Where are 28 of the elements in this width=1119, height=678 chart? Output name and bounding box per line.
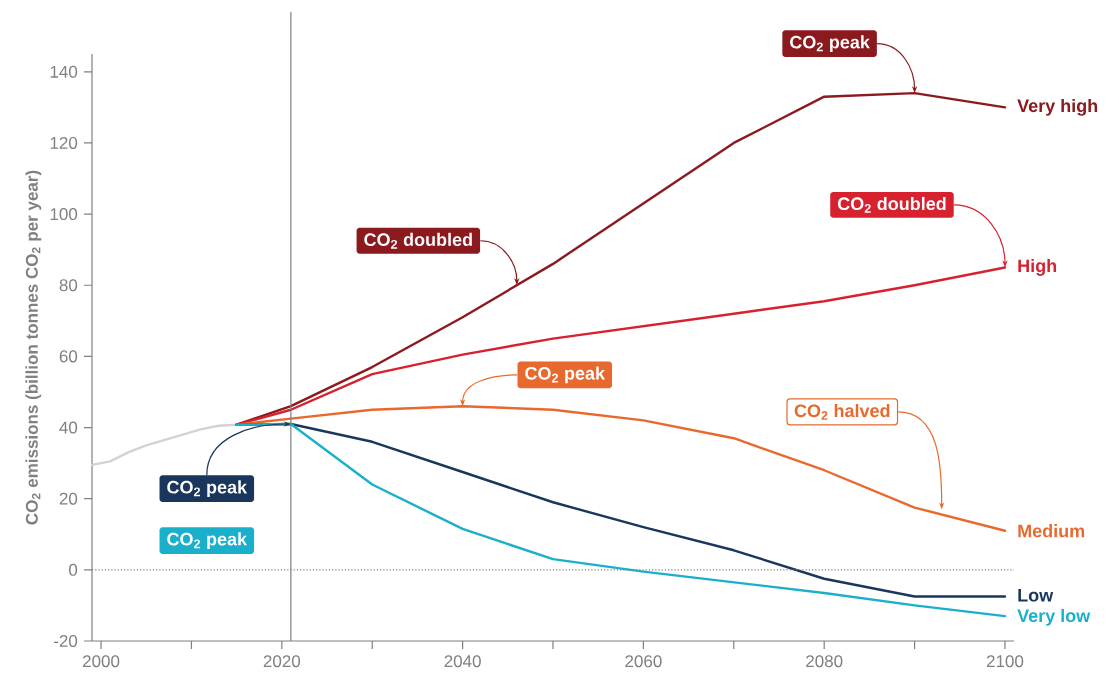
x-tick-label: 2000 (82, 655, 120, 668)
y-tick-label: 40 (59, 421, 78, 434)
y-tick-label: 100 (50, 208, 78, 221)
x-tick-label: 2100 (986, 655, 1024, 668)
y-axis-title: CO$_{2}$ emissions (billion tonnes CO$_{2}$ per year) (25, 170, 42, 525)
y-tick-label: 140 (50, 65, 78, 78)
x-tick-label: 2060 (625, 655, 662, 668)
series-label: Very high (1017, 98, 1098, 116)
x-tick-label: 2040 (444, 655, 481, 668)
y-tick-label: 0 (69, 563, 78, 576)
annotation: CO$_{2}$ halved (794, 403, 890, 420)
series-label: Very low (1017, 608, 1091, 626)
x-tick-label: 2020 (263, 655, 301, 668)
series-label: Low (1018, 589, 1054, 602)
y-tick-label: -20 (53, 634, 78, 648)
y-tick-label: 60 (59, 350, 78, 363)
series-label: Medium (1018, 524, 1085, 538)
annotation: CO$_{2}$ peak (525, 366, 606, 384)
y-tick-label: 20 (59, 492, 78, 505)
annotation: CO$_{2}$ doubled (364, 232, 472, 249)
annotation: CO$_{2}$ peak (790, 35, 870, 53)
x-tick-label: 2080 (806, 655, 843, 668)
legend-label: High (1018, 259, 1057, 276)
y-tick-label: 120 (50, 136, 78, 149)
y-tick-label: 80 (59, 279, 78, 292)
annotation: CO$_{2}$ peak (167, 532, 248, 550)
annotation: CO$_{2}$ doubled (837, 196, 946, 213)
annotation: CO$_{2}$ peak (167, 480, 248, 498)
